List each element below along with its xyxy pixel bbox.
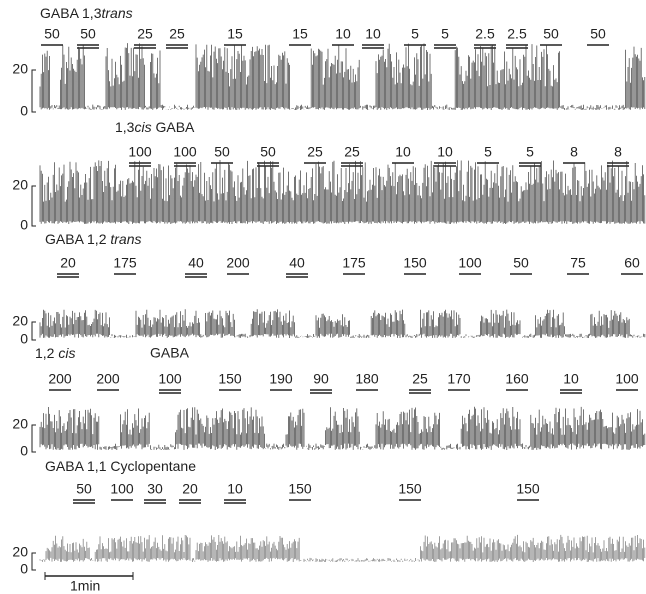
- label-part: GABA 1,2: [45, 231, 110, 247]
- dose-label: 25: [412, 371, 428, 387]
- dose-label: 5: [526, 144, 534, 160]
- y-tick-label: 20: [12, 61, 28, 77]
- label-part: GABA: [152, 119, 195, 135]
- dose-label: 100: [110, 481, 134, 497]
- dose-label: 10: [227, 481, 243, 497]
- dose-label: 2.5: [475, 26, 495, 42]
- dose-label: 5: [411, 26, 419, 42]
- dose-label: 100: [158, 371, 182, 387]
- dose-label: 175: [113, 255, 137, 271]
- dose-label: 150: [516, 481, 540, 497]
- y-tick-label: 20: [12, 544, 28, 560]
- scale-bracket: [31, 185, 36, 227]
- dose-label: 40: [289, 255, 305, 271]
- dose-label: 50: [590, 26, 606, 42]
- row-label: GABA 1,1 Cyclopentane: [45, 458, 196, 474]
- scale-bracket: [31, 69, 36, 113]
- dose-label: 190: [269, 371, 293, 387]
- dose-label: 10: [563, 371, 579, 387]
- y-tick-label: 0: [20, 443, 28, 459]
- label-part: GABA 1,3: [40, 5, 102, 21]
- row-label: GABA 1,3trans: [40, 5, 133, 21]
- dose-label: 8: [570, 144, 578, 160]
- dose-label: 15: [227, 26, 243, 42]
- dose-label: 50: [260, 144, 276, 160]
- dose-label: 50: [543, 26, 559, 42]
- label-part: 1,2: [35, 345, 58, 361]
- dose-label: 170: [447, 371, 471, 387]
- y-tick-label: 20: [12, 177, 28, 193]
- row-label: 1,3cis GABA: [115, 119, 195, 135]
- dose-label: 40: [188, 255, 204, 271]
- scale-bracket: [31, 424, 36, 453]
- dose-label: 10: [365, 26, 381, 42]
- dose-label: 150: [398, 481, 422, 497]
- dose-label: 25: [137, 26, 153, 42]
- dose-label: 160: [505, 371, 529, 387]
- dose-label: 100: [615, 371, 639, 387]
- trace: [39, 534, 646, 562]
- dose-label: 60: [624, 255, 640, 271]
- y-tick-label: 0: [20, 217, 28, 233]
- dose-label: 5: [441, 26, 449, 42]
- scale-label: 1min: [70, 578, 100, 594]
- dose-label: 180: [355, 371, 379, 387]
- dose-label: 200: [96, 371, 120, 387]
- dose-label: 150: [218, 371, 242, 387]
- dose-label: 2.5: [507, 26, 527, 42]
- dose-label: 8: [614, 144, 622, 160]
- dose-label: 50: [76, 481, 92, 497]
- trace: [39, 406, 646, 450]
- dose-label: 15: [292, 26, 308, 42]
- dose-label: 175: [342, 255, 366, 271]
- label-part: trans: [101, 5, 132, 21]
- dose-label: 25: [169, 26, 185, 42]
- dose-label: 75: [570, 255, 586, 271]
- trace: [39, 43, 646, 110]
- dose-label: 20: [182, 481, 198, 497]
- label-part: cis: [58, 345, 75, 361]
- dose-label: 10: [335, 26, 351, 42]
- row-label: GABA 1,2 trans: [45, 231, 142, 247]
- label-part: 1,3: [115, 119, 135, 135]
- dose-label: 20: [60, 255, 76, 271]
- label-part: cis: [134, 119, 151, 135]
- scale-bracket: [31, 321, 36, 341]
- scale-bracket: [31, 552, 36, 571]
- label-part: GABA 1,1 Cyclopentane: [45, 458, 196, 474]
- dose-label: 200: [48, 371, 72, 387]
- dose-label: 10: [395, 144, 411, 160]
- dose-label: 90: [313, 371, 329, 387]
- y-tick-label: 0: [20, 561, 28, 577]
- row-label: GABA: [150, 345, 190, 361]
- dose-label: 100: [458, 255, 482, 271]
- dose-label: 10: [437, 144, 453, 160]
- trace: [39, 160, 646, 224]
- y-tick-label: 20: [12, 313, 28, 329]
- dose-label: 25: [344, 144, 360, 160]
- dose-label: 150: [288, 481, 312, 497]
- y-tick-label: 20: [12, 416, 28, 432]
- dose-label: 100: [173, 144, 197, 160]
- y-tick-label: 0: [20, 331, 28, 347]
- dose-label: 200: [226, 255, 250, 271]
- dose-label: 30: [147, 481, 163, 497]
- dose-label: 50: [214, 144, 230, 160]
- dose-label: 25: [307, 144, 323, 160]
- dose-label: 50: [44, 26, 60, 42]
- dose-label: 50: [80, 26, 96, 42]
- row-label: 1,2 cis: [35, 345, 75, 361]
- dose-label: 150: [403, 255, 427, 271]
- label-part: trans: [110, 231, 141, 247]
- trace: [39, 309, 646, 338]
- dose-label: 50: [513, 255, 529, 271]
- dose-label: 100: [128, 144, 152, 160]
- y-tick-label: 0: [20, 103, 28, 119]
- dose-label: 5: [484, 144, 492, 160]
